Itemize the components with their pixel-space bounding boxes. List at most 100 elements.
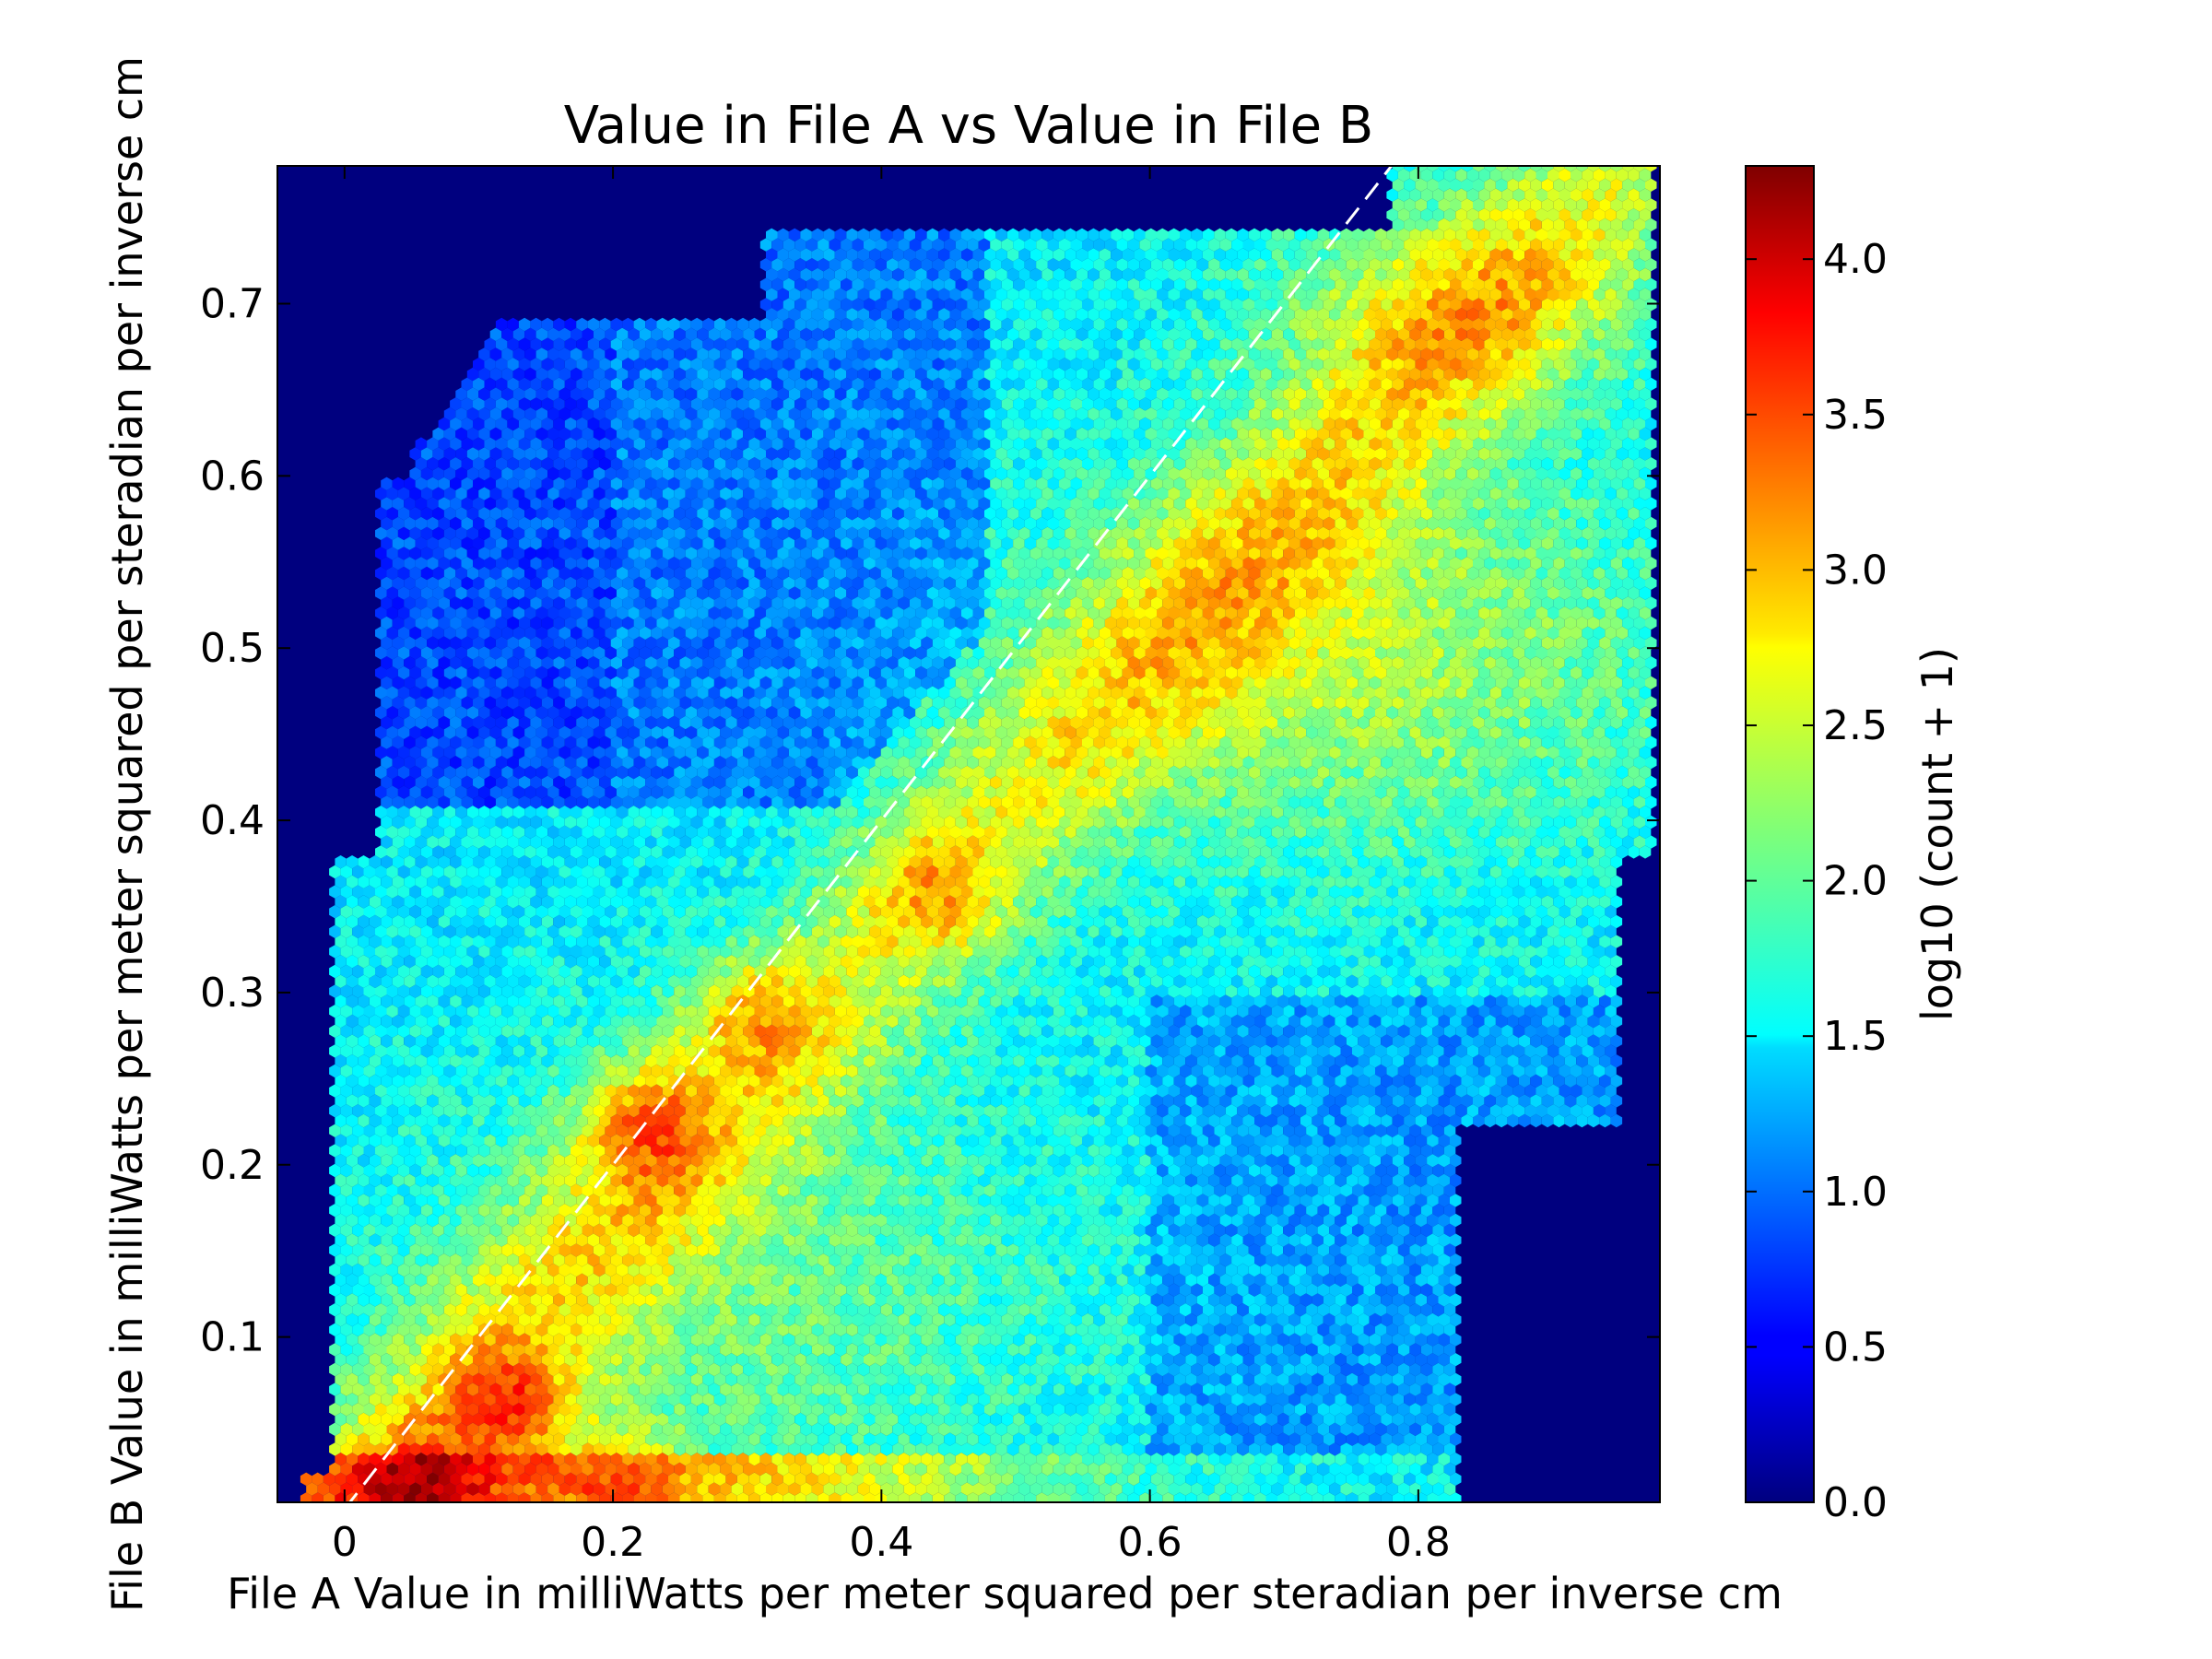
hexbin-cell <box>697 1422 709 1436</box>
hexbin-cell <box>1134 1442 1146 1456</box>
hexbin-cell <box>398 1502 410 1515</box>
hexbin-cell <box>1157 1442 1169 1456</box>
hexbin-cell <box>1104 1453 1117 1466</box>
chart-title: Value in File A vs Value in File B <box>564 96 1374 156</box>
hexbin-cell <box>518 1453 531 1466</box>
hexbin-cell <box>1122 1422 1135 1436</box>
hexbin-cell <box>501 1442 513 1456</box>
hexbin-cell <box>1180 1502 1191 1515</box>
hexbin-cell <box>949 1462 961 1477</box>
hexbin-cell <box>1173 1432 1186 1446</box>
hexbin-cell <box>1024 1432 1037 1446</box>
hexbin-cell <box>1369 1432 1382 1446</box>
hexbin-cell <box>1065 1382 1077 1396</box>
hexbin-cell <box>778 1502 789 1515</box>
hexbin-cell <box>1093 1393 1105 1406</box>
hexbin-cell <box>559 1482 571 1496</box>
hexbin-cell <box>466 1362 479 1377</box>
hexbin-cell <box>806 1412 818 1427</box>
hexbin-cell <box>1041 1362 1053 1377</box>
hexbin-cell <box>880 1442 893 1456</box>
hexbin-cell <box>1076 1403 1088 1417</box>
hexbin-cell <box>1294 1482 1307 1496</box>
hexbin-cell <box>340 1422 353 1436</box>
hexbin-cell <box>1381 1393 1393 1406</box>
hexbin-cell <box>759 1412 772 1427</box>
hexbin-cell <box>754 1403 766 1417</box>
hexbin-cell <box>576 1393 588 1406</box>
hexbin-cell <box>375 1482 387 1496</box>
hexbin-cell <box>1397 1462 1410 1477</box>
hexbin-cell <box>450 1453 462 1466</box>
hexbin-cell <box>1381 1453 1393 1466</box>
hexbin-cell <box>1030 1482 1042 1496</box>
hexbin-cell <box>656 1472 668 1486</box>
hexbin-cell <box>736 1453 749 1466</box>
hexbin-cell <box>880 1482 893 1496</box>
hexbin-cell <box>955 1432 968 1446</box>
hexbin-cell <box>823 1362 835 1377</box>
hexbin-cell <box>771 1453 783 1466</box>
hexbin-cell <box>972 1403 984 1417</box>
hexbin-cell <box>1041 1482 1053 1496</box>
hexbin-cell <box>841 1412 853 1427</box>
hexbin-cell <box>1352 1403 1364 1417</box>
hexbin-cell <box>420 1442 433 1456</box>
hexbin-cell <box>340 1482 353 1496</box>
hexbin-cell <box>443 1403 456 1417</box>
hexbin-cell <box>1219 1412 1232 1427</box>
hexbin-cell <box>346 1412 359 1427</box>
hexbin-cell <box>708 1482 721 1496</box>
hexbin-cell <box>1329 1442 1341 1456</box>
hexbin-cell <box>1041 1502 1053 1515</box>
hexbin-cell <box>1082 1412 1094 1427</box>
hexbin-cell <box>427 1372 439 1386</box>
hexbin-cell <box>628 1422 640 1436</box>
hexbin-cell <box>1146 1502 1158 1515</box>
hexbin-cell <box>397 1362 410 1377</box>
hexbin-cell <box>450 1393 462 1406</box>
hexbin-cell <box>1168 1362 1180 1377</box>
hexbin-cell <box>818 1372 830 1386</box>
hexbin-cell <box>1013 1492 1025 1502</box>
hexbin-cell <box>1088 1502 1100 1515</box>
hexbin-cell <box>317 1482 330 1496</box>
hexbin-cell <box>1127 1393 1140 1406</box>
hexbin-cell <box>484 1432 496 1446</box>
hexbin-cell <box>972 1462 984 1477</box>
hexbin-cell <box>605 1382 617 1396</box>
hexbin-cell <box>535 1362 548 1377</box>
hexbin-cell <box>1237 1462 1249 1477</box>
hexbin-cell <box>535 1442 548 1456</box>
hexbin-cell <box>1111 1382 1123 1396</box>
hexbin-cell <box>628 1502 639 1515</box>
hexbin-cell <box>794 1432 806 1446</box>
hexbin-cell <box>1288 1472 1300 1486</box>
hexbin-cell <box>811 1382 824 1396</box>
hexbin-cell <box>535 1462 548 1477</box>
hexbin-cell <box>702 1492 714 1502</box>
hexbin-cell <box>1070 1453 1082 1466</box>
hexbin-cell <box>1150 1472 1163 1486</box>
hexbin-cell <box>1127 1472 1140 1486</box>
hexbin-cell <box>674 1362 686 1377</box>
hexbin-cell <box>961 1502 973 1515</box>
hexbin-cell <box>1006 1362 1019 1377</box>
hexbin-cell <box>944 1372 956 1386</box>
hexbin-cell <box>852 1372 864 1386</box>
hexbin-cell <box>530 1412 542 1427</box>
hexbin-cell <box>887 1432 899 1446</box>
hexbin-cell <box>1242 1472 1254 1486</box>
hexbin-cell <box>576 1432 588 1446</box>
hexbin-cell <box>1381 1412 1393 1427</box>
hexbin-cell <box>875 1372 887 1386</box>
hexbin-cell <box>697 1442 709 1456</box>
hexbin-cell <box>1438 1453 1450 1466</box>
hexbin-cell <box>495 1432 508 1446</box>
hexbin-cell <box>736 1432 749 1446</box>
hexbin-cell <box>427 1393 439 1406</box>
hexbin-cell <box>346 1432 359 1446</box>
hexbin-cell <box>697 1482 709 1496</box>
hexbin-cell <box>1157 1403 1169 1417</box>
hexbin-cell <box>1329 1382 1341 1396</box>
